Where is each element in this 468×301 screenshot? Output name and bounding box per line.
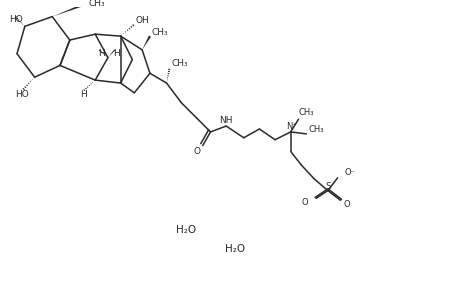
Text: CH₃: CH₃ (88, 0, 105, 8)
Text: H: H (80, 90, 87, 99)
Text: OH: OH (135, 16, 149, 25)
Polygon shape (142, 36, 151, 50)
Text: O: O (302, 198, 308, 207)
Text: CH₃: CH₃ (152, 28, 168, 37)
Text: CH₃: CH₃ (299, 108, 314, 117)
Text: O: O (344, 200, 350, 209)
Text: CH₃: CH₃ (308, 126, 324, 135)
Polygon shape (52, 4, 84, 17)
Text: H₂O: H₂O (176, 225, 196, 235)
Text: CH₃: CH₃ (171, 59, 188, 68)
Text: O: O (193, 147, 200, 156)
Text: NH: NH (219, 116, 233, 125)
Text: N⁺: N⁺ (286, 122, 297, 131)
Text: S: S (325, 182, 331, 191)
Text: H₂O: H₂O (225, 244, 245, 254)
Text: H: H (113, 49, 120, 58)
Text: H: H (98, 49, 104, 58)
Text: HO: HO (9, 15, 23, 24)
Text: HO: HO (15, 90, 29, 99)
Text: O⁻: O⁻ (344, 169, 355, 178)
